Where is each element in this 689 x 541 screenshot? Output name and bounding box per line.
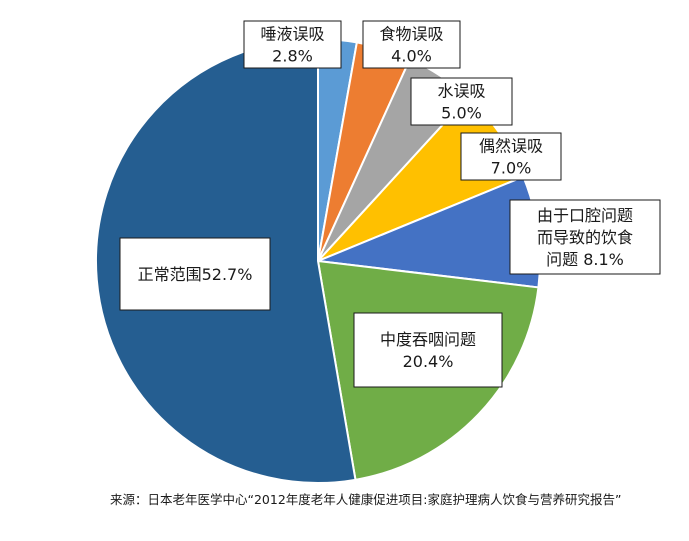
slice-label-box: [243, 20, 342, 69]
slice-label-text: 由于口腔问题: [537, 206, 633, 225]
slice-label: 食物误吸 4.0%: [362, 20, 461, 69]
slice-label-box: [410, 77, 513, 126]
slice-label-text: 水误吸: [437, 82, 485, 101]
slice-label-text: 中度吞咽问题: [380, 330, 476, 349]
slice-label-text: 4.0%: [391, 47, 432, 66]
slice-label-box: [119, 237, 271, 311]
slice-label: 偶然误吸 7.0%: [460, 132, 562, 181]
slice-label: 中度吞咽问题 20.4%: [353, 312, 503, 388]
slice-label-text: 唾液误吸: [260, 25, 324, 44]
slice-label-text: 而导致的饮食: [537, 228, 633, 247]
slice-label-text: 5.0%: [441, 104, 482, 123]
source-note: 来源：日本老年医学中心“2012年度老年人健康促进项目:家庭护理病人饮食与营养研…: [110, 492, 622, 507]
slice-label-box: [509, 199, 661, 275]
slice-label: 正常范围52.7%: [119, 237, 271, 311]
slice-label-text: 偶然误吸: [479, 137, 543, 156]
slice-label-text: 7.0%: [491, 159, 532, 178]
slice-label-box: [353, 312, 503, 388]
pie-labels: 唾液误吸 2.8% 食物误吸 4.0% 水误吸 5.0% 偶然误吸 7.0% 由于口腔问题而导致…: [119, 20, 661, 388]
slice-label-text: 正常范围52.7%: [138, 265, 253, 284]
slice-label-box: [460, 132, 562, 181]
slice-label-text: 问题 8.1%: [546, 250, 624, 269]
slice-label: 唾液误吸 2.8%: [243, 20, 342, 69]
slice-label-text: 20.4%: [403, 352, 454, 371]
slice-label: 水误吸 5.0%: [410, 77, 513, 126]
slice-label-text: 食物误吸: [379, 25, 443, 44]
slice-label-box: [362, 20, 461, 69]
slice-label-text: 2.8%: [272, 47, 313, 66]
